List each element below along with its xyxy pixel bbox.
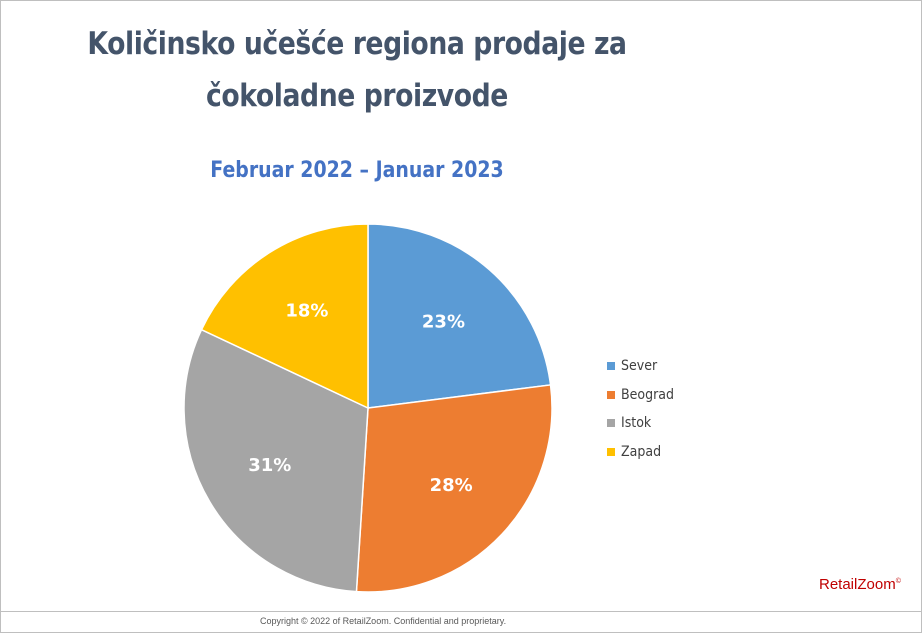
data-label-beograd: 28%: [430, 475, 473, 496]
chart-legend: Sever Beograd Istok Zapad: [607, 352, 680, 466]
chart-subtitle: Februar 2022 – Januar 2023: [210, 158, 504, 183]
chart-title-line-1: Količinsko učešće regiona prodaje za: [87, 26, 627, 62]
brand-name: RetailZoom: [819, 576, 896, 593]
chart-title: Količinsko učešće regiona prodaje za čok…: [50, 18, 664, 122]
pie-slice-sever: [367, 223, 552, 409]
copyright-footer: Copyright © 2022 of RetailZoom. Confiden…: [260, 616, 507, 626]
legend-swatch: [607, 362, 615, 371]
legend-swatch: [607, 390, 615, 399]
brand-mark: ©: [895, 578, 901, 585]
chart-title-line-2: čokoladne proizvode: [206, 78, 508, 114]
legend-item-sever: Sever: [607, 352, 680, 381]
data-label-sever: 23%: [422, 311, 465, 332]
data-label-istok: 31%: [248, 455, 291, 476]
legend-label: Sever: [621, 358, 658, 375]
legend-label: Zapad: [621, 443, 662, 460]
legend-item-beograd: Beograd: [607, 381, 680, 410]
retailzoom-logo: RetailZoom©: [819, 576, 901, 593]
pie-slice-zapad: [200, 223, 369, 410]
pie-slice-beograd: [355, 384, 553, 593]
legend-label: Istok: [621, 415, 652, 432]
legend-item-istok: Istok: [607, 409, 680, 438]
pie-slice-istok: [183, 328, 369, 593]
legend-item-zapad: Zapad: [607, 438, 680, 467]
data-label-zapad: 18%: [285, 301, 328, 322]
legend-label: Beograd: [621, 386, 675, 403]
legend-swatch: [607, 419, 615, 428]
legend-swatch: [607, 447, 615, 456]
footer-divider: [0, 611, 922, 612]
